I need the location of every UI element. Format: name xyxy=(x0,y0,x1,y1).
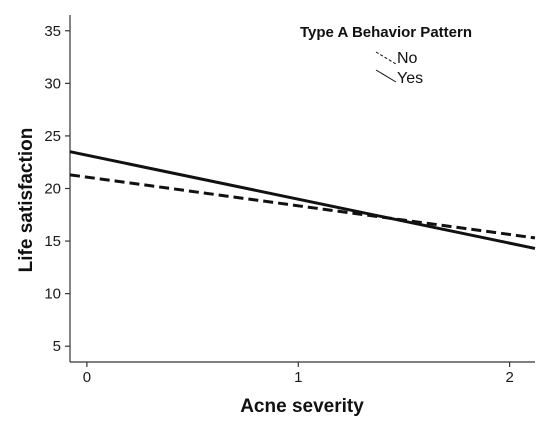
y-tick-label: 35 xyxy=(44,23,61,40)
legend-swatch-no xyxy=(375,51,397,65)
y-tick-label: 10 xyxy=(44,286,61,303)
legend-swatch-yes xyxy=(375,69,397,83)
x-axis-title: Acne severity xyxy=(240,396,364,417)
series-line-yes xyxy=(69,150,536,250)
x-tick-label: 0 xyxy=(83,369,91,386)
y-tick-label: 20 xyxy=(44,181,61,198)
legend: Type A Behavior Pattern No Yes xyxy=(300,24,472,87)
x-ticks: 0 1 2 xyxy=(83,362,514,386)
y-tick-label: 30 xyxy=(44,75,61,92)
y-ticks: 5 10 15 20 25 30 35 xyxy=(44,23,70,355)
series-layer xyxy=(69,150,536,250)
legend-label-no: No xyxy=(397,50,418,67)
legend-label-yes: Yes xyxy=(397,70,423,87)
plot-area: 5 10 15 20 25 30 35 0 1 2 xyxy=(44,15,536,386)
x-tick-label: 2 xyxy=(505,369,513,386)
x-tick-label: 1 xyxy=(294,369,302,386)
y-tick-label: 15 xyxy=(44,233,61,250)
y-tick-label: 25 xyxy=(44,128,61,145)
y-axis-title: Life satisfaction xyxy=(16,128,37,273)
y-tick-label: 5 xyxy=(53,338,61,355)
legend-title: Type A Behavior Pattern xyxy=(300,24,472,41)
series-line-no xyxy=(69,173,536,240)
